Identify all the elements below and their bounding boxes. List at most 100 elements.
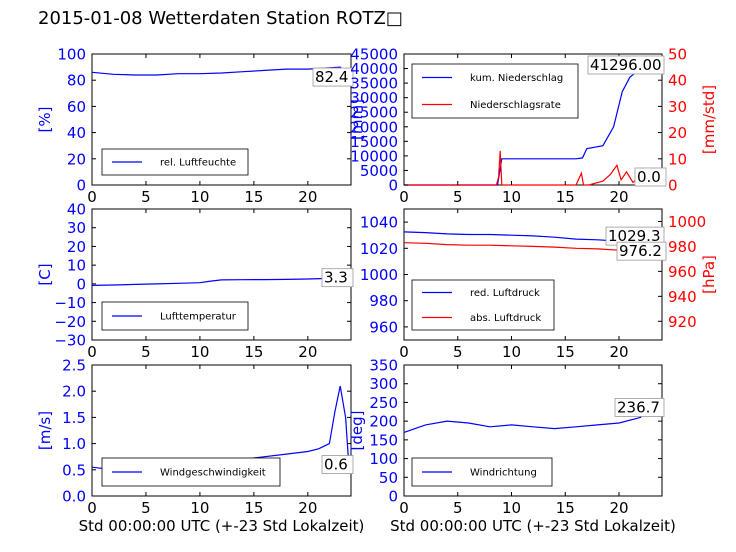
x-tick-label: 10 — [502, 499, 521, 517]
y-tick-label: 10000 — [350, 147, 398, 165]
y-tick-label: 0 — [76, 275, 86, 293]
x-tick-label: 20 — [298, 343, 317, 361]
value-box-frame — [616, 241, 667, 261]
legend: red. Luftdruck abs. Luftdruck — [411, 279, 555, 331]
y-tick-label: 40 — [67, 201, 86, 219]
x-axis-label: Std 00:00:00 UTC (+-23 Std Lokalzeit) — [390, 517, 676, 535]
y-tick-label-right: 940 — [668, 288, 697, 306]
y-axis-label: [deg] — [348, 411, 366, 451]
y-tick-label: 40 — [67, 124, 86, 142]
x-tick-label: 20 — [609, 343, 628, 361]
value-box-text: 0.0 — [637, 168, 661, 186]
wind-speed-panel: 0 5 10 15 20 0.0 0.5 1.0 1.5 2.0 2.5 [m/s] Std 00:00… — [36, 357, 364, 536]
x-tick-label: 0 — [399, 343, 409, 361]
y-tick-label-right: 980 — [668, 238, 697, 256]
x-tick-label: 20 — [609, 499, 628, 517]
y-tick-label: 80 — [67, 72, 86, 90]
x-tick-label: 5 — [453, 343, 463, 361]
value-box-frame — [614, 398, 665, 417]
x-tick-label: 15 — [244, 188, 263, 206]
y-tick-label: 20000 — [350, 118, 398, 136]
y-tick-label: 35000 — [350, 75, 398, 93]
y-tick-label: −30 — [54, 332, 86, 350]
series-line-0 — [404, 64, 661, 186]
legend-entry: kum. Niederschlag — [470, 73, 563, 84]
y-tick-label-right: 20 — [668, 124, 687, 142]
legend-entry: red. Luftdruck — [470, 288, 540, 299]
y-axis-label: [%] — [36, 107, 54, 133]
y-tick-label: 250 — [369, 394, 398, 412]
y-tick-label: 20 — [67, 238, 86, 256]
y-tick-label: 1020 — [360, 240, 398, 258]
y-axis-label-right: [mm/std] — [700, 85, 718, 154]
y-tick-label: 40000 — [350, 60, 398, 78]
value-box-frame — [312, 67, 354, 87]
x-tick-label: 0 — [87, 343, 97, 361]
x-tick-label: 15 — [244, 499, 263, 517]
series-line-0 — [91, 277, 349, 286]
x-tick-label: 20 — [298, 499, 317, 517]
y-tick-label: 300 — [369, 375, 398, 393]
y-tick-label-right: 40 — [668, 72, 687, 90]
y-tick-label: 150 — [369, 431, 398, 449]
y-tick-label: 200 — [369, 413, 398, 431]
y-tick-label: 30 — [67, 219, 86, 237]
y-tick-label: 1.0 — [62, 435, 86, 453]
value-box: 976.2 — [616, 241, 667, 261]
legend-entry: Lufttemperatur — [160, 312, 237, 323]
humidity-panel: 0 5 10 15 20 0 20 40 60 80 100 [%] rel. Luftfeuchte 8… — [36, 46, 354, 206]
x-tick-label: 5 — [453, 188, 463, 206]
y-tick-label: −20 — [54, 313, 86, 331]
legend-frame — [411, 63, 579, 119]
y-tick-label: 0.0 — [62, 488, 86, 506]
x-tick-label: 20 — [298, 188, 317, 206]
x-tick-label: 20 — [609, 188, 628, 206]
value-box-frame — [321, 268, 354, 288]
y-tick-label: 2.0 — [62, 383, 86, 401]
x-tick-label: 10 — [502, 343, 521, 361]
legend-entry: rel. Luftfeuchte — [160, 158, 236, 169]
legend-entry: Windrichtung — [470, 468, 537, 479]
y-tick-label: 0 — [76, 177, 86, 195]
y-tick-label-right: 30 — [668, 98, 687, 116]
legend: kum. Niederschlag Niederschlagsrate — [411, 63, 579, 119]
y-tick-label: 1.5 — [62, 409, 86, 427]
series-line-1 — [404, 150, 661, 186]
y-tick-label: 0 — [388, 488, 398, 506]
y-tick-label-right: 960 — [668, 263, 697, 281]
y-tick-label: −10 — [54, 294, 86, 312]
legend-entry: abs. Luftdruck — [470, 313, 541, 324]
pressure-panel: 0 5 10 15 20 960 980 1000 1020 1040 920 940 960 980 10… — [360, 208, 718, 361]
x-tick-label: 10 — [190, 188, 209, 206]
y-tick-label: 10 — [67, 257, 86, 275]
y-tick-label: 60 — [67, 98, 86, 116]
legend-frame — [411, 279, 555, 331]
y-axis-label: [mm] — [348, 99, 366, 140]
x-tick-label: 15 — [244, 343, 263, 361]
x-tick-label: 0 — [399, 188, 409, 206]
y-axis-label: [m/s] — [36, 411, 54, 450]
y-tick-label: 0 — [388, 177, 398, 195]
legend: Lufttemperatur — [101, 301, 249, 331]
y-tick-label: 1040 — [360, 214, 398, 232]
y-tick-label: 0.5 — [62, 461, 86, 479]
y-tick-label: 25000 — [350, 104, 398, 122]
precipitation-panel: 0 5 10 15 2005000100001500020000250003000035… — [348, 46, 718, 207]
x-tick-label: 10 — [190, 499, 209, 517]
figure-title: 2015-01-08 Wetterdaten Station ROTZ□ — [38, 8, 403, 29]
y-tick-label-right: 50 — [668, 46, 687, 64]
value-box-text: 0.6 — [324, 456, 348, 474]
x-tick-label: 5 — [141, 499, 151, 517]
y-tick-label: 350 — [369, 357, 398, 375]
x-tick-label: 0 — [87, 188, 97, 206]
value-box: 41296.00 — [587, 55, 665, 75]
temperature-panel: 0 5 10 15 20−30−20−10010203040[C]Lufttempera… — [36, 201, 354, 361]
y-tick-label: 20 — [67, 150, 86, 168]
y-tick-label: 2.5 — [62, 357, 86, 375]
x-tick-label: 5 — [453, 499, 463, 517]
x-tick-label: 10 — [502, 188, 521, 206]
x-tick-label: 5 — [141, 343, 151, 361]
x-tick-label: 0 — [399, 499, 409, 517]
